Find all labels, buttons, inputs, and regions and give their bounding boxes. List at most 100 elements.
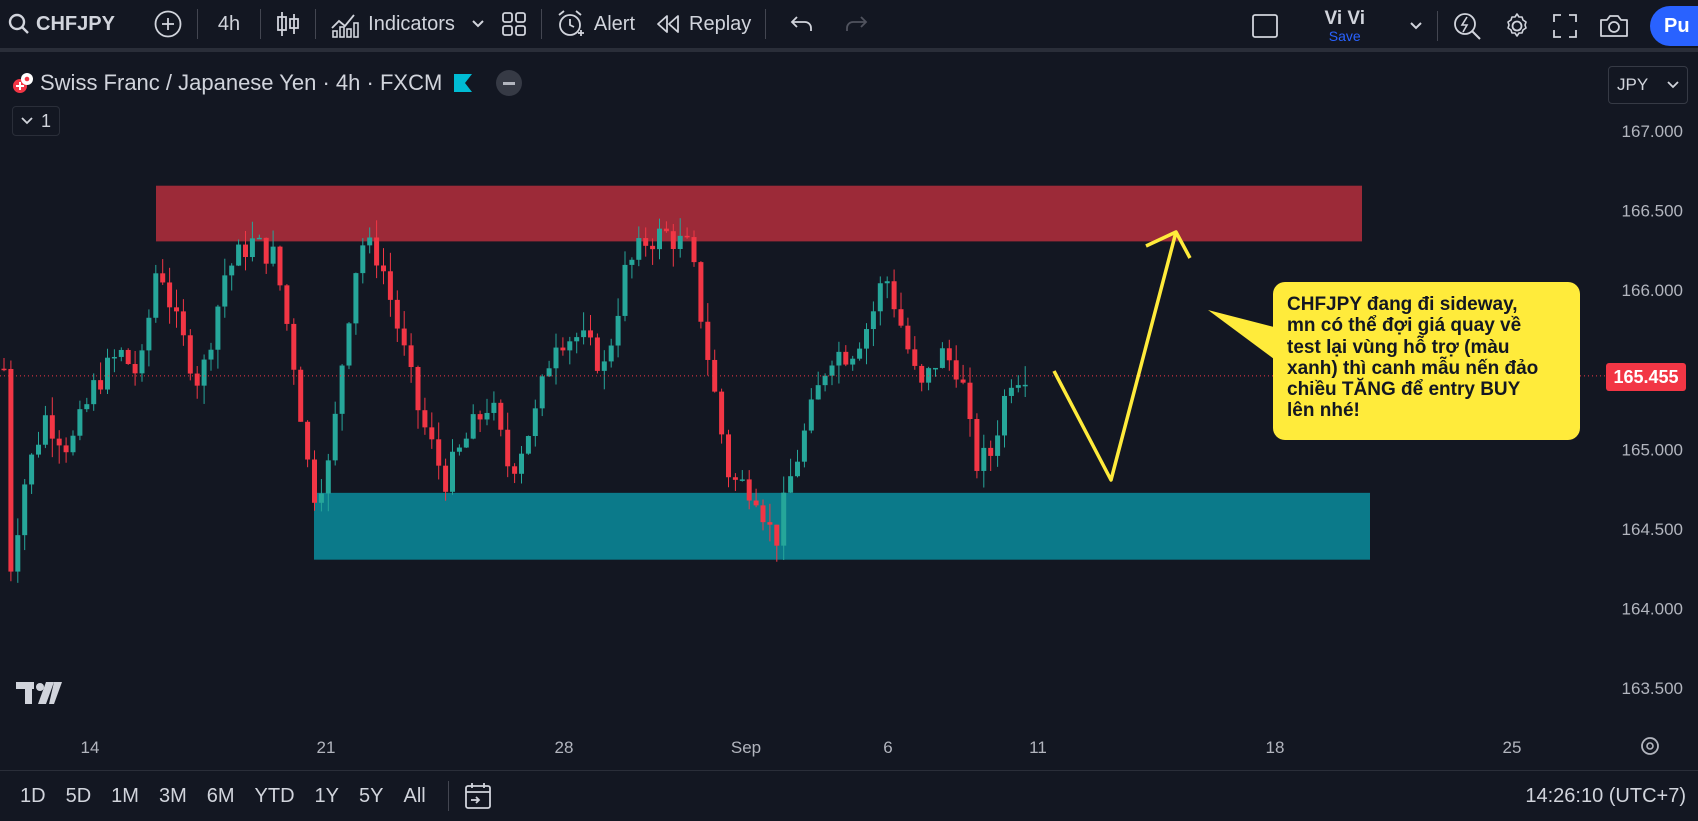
candle[interactable]: [1, 368, 7, 371]
candle[interactable]: [477, 414, 483, 420]
candle[interactable]: [153, 273, 159, 318]
candle[interactable]: [215, 306, 221, 350]
candle[interactable]: [436, 439, 442, 466]
candle[interactable]: [712, 359, 718, 392]
range-5d[interactable]: 5D: [65, 784, 92, 807]
candle[interactable]: [277, 246, 283, 286]
candle[interactable]: [70, 435, 76, 453]
user-layout-menu[interactable]: Vi Vi Save: [1317, 8, 1374, 44]
candle[interactable]: [629, 259, 635, 265]
candle[interactable]: [581, 330, 587, 338]
symbol-search[interactable]: CHFJPY: [0, 0, 125, 50]
settings-button[interactable]: [1492, 0, 1542, 52]
layout-toggle-button[interactable]: [1241, 0, 1289, 52]
candle[interactable]: [905, 325, 911, 350]
candle[interactable]: [180, 311, 186, 336]
candle[interactable]: [705, 321, 711, 360]
candle[interactable]: [857, 348, 863, 359]
indicators-button[interactable]: Indicators: [320, 0, 465, 50]
publish-button[interactable]: Pu: [1650, 6, 1698, 46]
candle[interactable]: [360, 245, 366, 274]
candle[interactable]: [512, 466, 518, 474]
candle[interactable]: [974, 419, 980, 471]
candle[interactable]: [346, 323, 352, 366]
candle[interactable]: [650, 245, 656, 250]
candle[interactable]: [456, 447, 462, 452]
candle[interactable]: [870, 311, 876, 330]
redo-button[interactable]: [834, 0, 878, 50]
candle[interactable]: [484, 412, 490, 420]
candle[interactable]: [56, 438, 62, 446]
chart-legend[interactable]: Swiss Franc / Japanese Yen · 4h · FXCM: [12, 70, 523, 96]
candle[interactable]: [367, 237, 373, 246]
candle[interactable]: [622, 264, 628, 316]
candle[interactable]: [229, 265, 235, 276]
candle[interactable]: [22, 484, 28, 536]
candle[interactable]: [988, 447, 994, 456]
candle[interactable]: [394, 299, 400, 329]
candle[interactable]: [194, 373, 200, 386]
projection-arrowhead[interactable]: [1145, 230, 1192, 259]
candle[interactable]: [381, 265, 386, 272]
candle[interactable]: [408, 345, 414, 368]
candle[interactable]: [91, 380, 97, 405]
candle[interactable]: [105, 357, 110, 390]
clock-timezone[interactable]: 14:26:10 (UTC+7): [1525, 785, 1686, 807]
candle[interactable]: [643, 238, 649, 246]
candle[interactable]: [1002, 395, 1007, 436]
candle[interactable]: [505, 429, 511, 467]
indicators-toggle[interactable]: 1: [12, 106, 60, 136]
range-3m[interactable]: 3M: [158, 784, 187, 807]
axis-settings-icon[interactable]: [1641, 737, 1659, 755]
candle[interactable]: [884, 281, 890, 284]
undo-button[interactable]: [780, 0, 824, 50]
candle[interactable]: [49, 415, 55, 439]
candle[interactable]: [132, 364, 138, 374]
candle[interactable]: [353, 273, 359, 324]
candle[interactable]: [657, 228, 662, 250]
projection-path[interactable]: [1052, 231, 1178, 482]
candle[interactable]: [815, 385, 821, 400]
candle[interactable]: [663, 228, 669, 232]
candle[interactable]: [305, 421, 311, 460]
candle[interactable]: [995, 435, 1001, 456]
candle[interactable]: [174, 307, 179, 312]
candle[interactable]: [946, 348, 952, 361]
candle[interactable]: [753, 500, 759, 506]
candle[interactable]: [1015, 385, 1021, 388]
candle[interactable]: [912, 349, 918, 366]
candle[interactable]: [318, 493, 324, 503]
candle[interactable]: [36, 444, 41, 455]
range-1y[interactable]: 1Y: [314, 784, 340, 807]
candle[interactable]: [525, 436, 531, 454]
range-5y[interactable]: 5Y: [359, 784, 384, 807]
candle[interactable]: [374, 237, 380, 266]
candle[interactable]: [125, 349, 131, 365]
candle[interactable]: [767, 522, 773, 525]
candle[interactable]: [795, 461, 800, 477]
candle[interactable]: [167, 282, 173, 308]
candle[interactable]: [836, 351, 842, 366]
candle[interactable]: [553, 347, 559, 369]
candle[interactable]: [850, 358, 856, 365]
candle[interactable]: [312, 459, 317, 503]
replay-button[interactable]: Replay: [645, 0, 761, 50]
candle[interactable]: [822, 375, 828, 386]
candle[interactable]: [463, 438, 469, 448]
candle[interactable]: [843, 351, 849, 365]
candle[interactable]: [546, 368, 552, 377]
quick-search-button[interactable]: [1442, 0, 1492, 52]
candle[interactable]: [249, 238, 255, 258]
candle[interactable]: [919, 365, 925, 383]
candle[interactable]: [891, 281, 897, 310]
candle[interactable]: [539, 376, 545, 409]
compare-button[interactable]: [143, 0, 193, 50]
candle[interactable]: [470, 414, 476, 439]
candle[interactable]: [42, 415, 48, 445]
candle[interactable]: [615, 315, 621, 346]
candle[interactable]: [256, 237, 262, 240]
candle[interactable]: [519, 453, 524, 474]
candle[interactable]: [933, 367, 938, 370]
candle[interactable]: [532, 408, 538, 437]
candle[interactable]: [332, 413, 338, 461]
